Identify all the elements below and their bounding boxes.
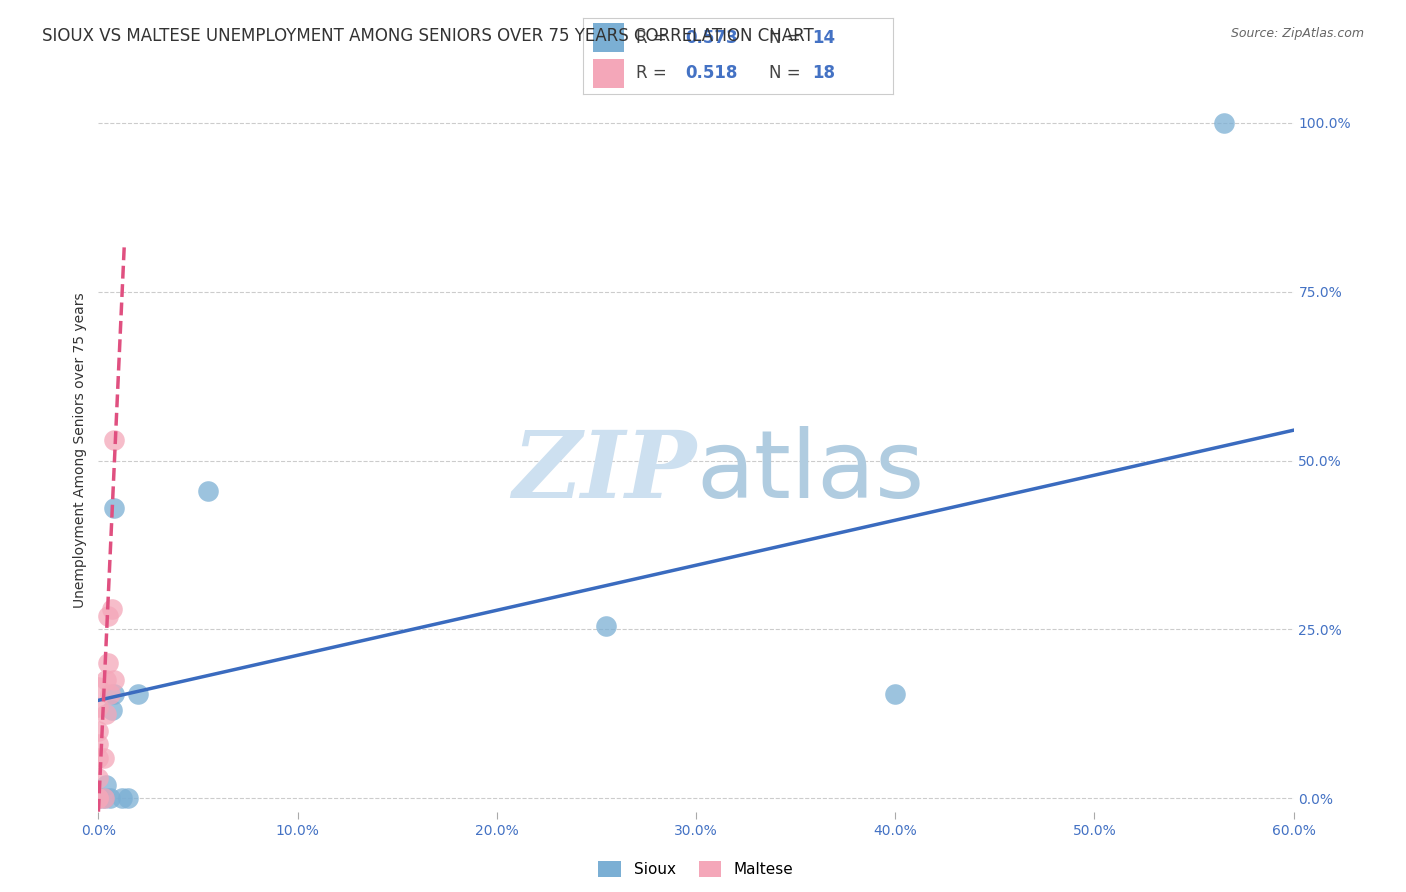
Text: 0.573: 0.573 xyxy=(686,29,738,47)
Point xyxy=(97,656,120,670)
Point xyxy=(96,778,118,792)
Point xyxy=(97,608,120,623)
Text: R =: R = xyxy=(636,64,672,82)
Y-axis label: Unemployment Among Seniors over 75 years: Unemployment Among Seniors over 75 years xyxy=(73,293,87,608)
Text: Source: ZipAtlas.com: Source: ZipAtlas.com xyxy=(1230,27,1364,40)
Point xyxy=(101,602,124,616)
Point xyxy=(103,434,125,448)
Text: 14: 14 xyxy=(813,29,835,47)
Point xyxy=(103,500,125,515)
Text: 0.518: 0.518 xyxy=(686,64,738,82)
Point xyxy=(93,750,115,764)
Point xyxy=(87,791,110,805)
Point xyxy=(117,791,139,805)
Point xyxy=(103,673,125,687)
Point xyxy=(111,791,134,805)
Point xyxy=(595,619,617,633)
Point xyxy=(103,687,125,701)
Point xyxy=(98,791,122,805)
Text: atlas: atlas xyxy=(696,426,924,518)
Point xyxy=(87,791,110,805)
Text: SIOUX VS MALTESE UNEMPLOYMENT AMONG SENIORS OVER 75 YEARS CORRELATION CHART: SIOUX VS MALTESE UNEMPLOYMENT AMONG SENI… xyxy=(42,27,814,45)
Text: N =: N = xyxy=(769,29,806,47)
Point xyxy=(127,687,149,701)
Point xyxy=(98,687,122,701)
Text: N =: N = xyxy=(769,64,806,82)
Text: ZIP: ZIP xyxy=(512,427,696,517)
Point xyxy=(1212,116,1234,130)
Point xyxy=(87,771,110,785)
Text: 18: 18 xyxy=(813,64,835,82)
Point xyxy=(87,723,110,738)
Point xyxy=(87,700,110,714)
Legend: Sioux, Maltese: Sioux, Maltese xyxy=(592,855,800,884)
Point xyxy=(87,750,110,764)
Bar xyxy=(593,23,624,52)
Point xyxy=(197,483,219,498)
Point xyxy=(96,673,118,687)
Point xyxy=(87,680,110,694)
Point xyxy=(93,791,115,805)
Point xyxy=(101,703,124,717)
Bar xyxy=(593,59,624,87)
Point xyxy=(884,687,907,701)
Point xyxy=(96,706,118,721)
Text: R =: R = xyxy=(636,29,672,47)
Point xyxy=(87,791,110,805)
Point xyxy=(87,737,110,751)
Point xyxy=(93,791,115,805)
